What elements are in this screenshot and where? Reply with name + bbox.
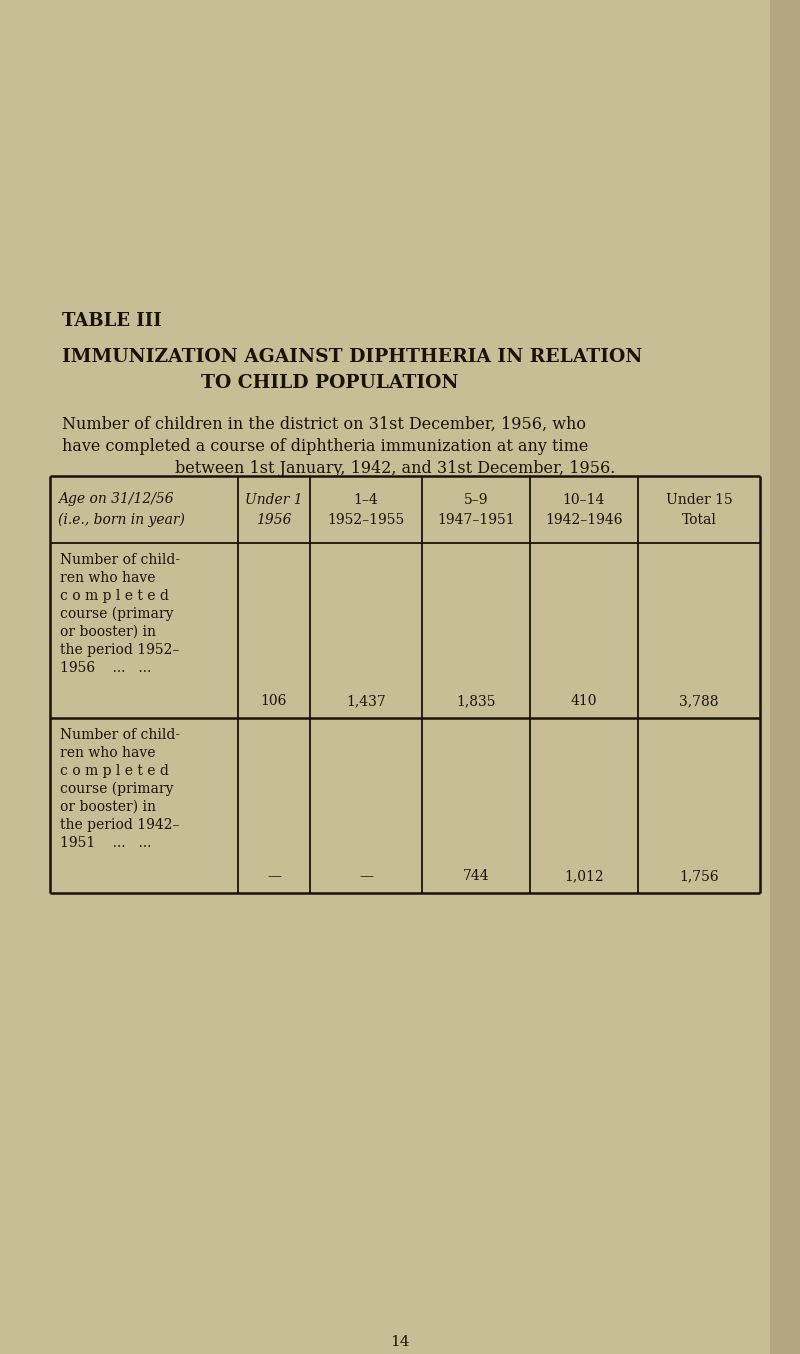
- Text: 1956    ...   ...: 1956 ... ...: [60, 661, 151, 676]
- Text: Number of child-: Number of child-: [60, 552, 180, 567]
- Text: 1,835: 1,835: [456, 695, 496, 708]
- Text: 410: 410: [570, 695, 598, 708]
- Text: 1951    ...   ...: 1951 ... ...: [60, 835, 151, 850]
- Text: 1,012: 1,012: [564, 869, 604, 883]
- Text: Number of children in the district on 31st December, 1956, who: Number of children in the district on 31…: [62, 416, 586, 433]
- Text: c o m p l e t e d: c o m p l e t e d: [60, 589, 169, 603]
- Text: 1–4: 1–4: [354, 493, 378, 506]
- Text: Age on 31/12/56: Age on 31/12/56: [58, 493, 174, 506]
- Text: IMMUNIZATION AGAINST DIPHTHERIA IN RELATION: IMMUNIZATION AGAINST DIPHTHERIA IN RELAT…: [62, 348, 642, 366]
- Text: the period 1942–: the period 1942–: [60, 818, 179, 831]
- Text: 3,788: 3,788: [679, 695, 718, 708]
- Text: 1,437: 1,437: [346, 695, 386, 708]
- Text: (i.e., born in year): (i.e., born in year): [58, 512, 185, 527]
- Text: the period 1952–: the period 1952–: [60, 643, 179, 657]
- Text: TABLE III: TABLE III: [62, 311, 162, 330]
- Text: ren who have: ren who have: [60, 746, 155, 760]
- Text: TO CHILD POPULATION: TO CHILD POPULATION: [202, 374, 458, 393]
- Text: or booster) in: or booster) in: [60, 800, 156, 814]
- Text: Under 1: Under 1: [245, 493, 303, 506]
- Text: 1952–1955: 1952–1955: [327, 513, 405, 527]
- Text: ren who have: ren who have: [60, 571, 155, 585]
- Text: 1947–1951: 1947–1951: [437, 513, 515, 527]
- Text: Number of child-: Number of child-: [60, 728, 180, 742]
- Bar: [770, 0, 800, 1354]
- Text: 10–14: 10–14: [563, 493, 605, 506]
- Text: 5–9: 5–9: [464, 493, 488, 506]
- Text: —: —: [359, 869, 373, 883]
- Text: 14: 14: [390, 1335, 410, 1349]
- Text: or booster) in: or booster) in: [60, 626, 156, 639]
- Text: 1956: 1956: [256, 513, 292, 527]
- Text: course (primary: course (primary: [60, 783, 174, 796]
- Text: c o m p l e t e d: c o m p l e t e d: [60, 764, 169, 779]
- Text: Total: Total: [682, 513, 717, 527]
- Text: 1942–1946: 1942–1946: [546, 513, 622, 527]
- Text: —: —: [267, 869, 281, 883]
- Text: between 1st January, 1942, and 31st December, 1956.: between 1st January, 1942, and 31st Dece…: [175, 460, 615, 477]
- Text: have completed a course of diphtheria immunization at any time: have completed a course of diphtheria im…: [62, 437, 588, 455]
- Text: 744: 744: [462, 869, 490, 883]
- Text: 1,756: 1,756: [679, 869, 719, 883]
- Text: course (primary: course (primary: [60, 607, 174, 621]
- Text: 106: 106: [261, 695, 287, 708]
- Text: Under 15: Under 15: [666, 493, 732, 506]
